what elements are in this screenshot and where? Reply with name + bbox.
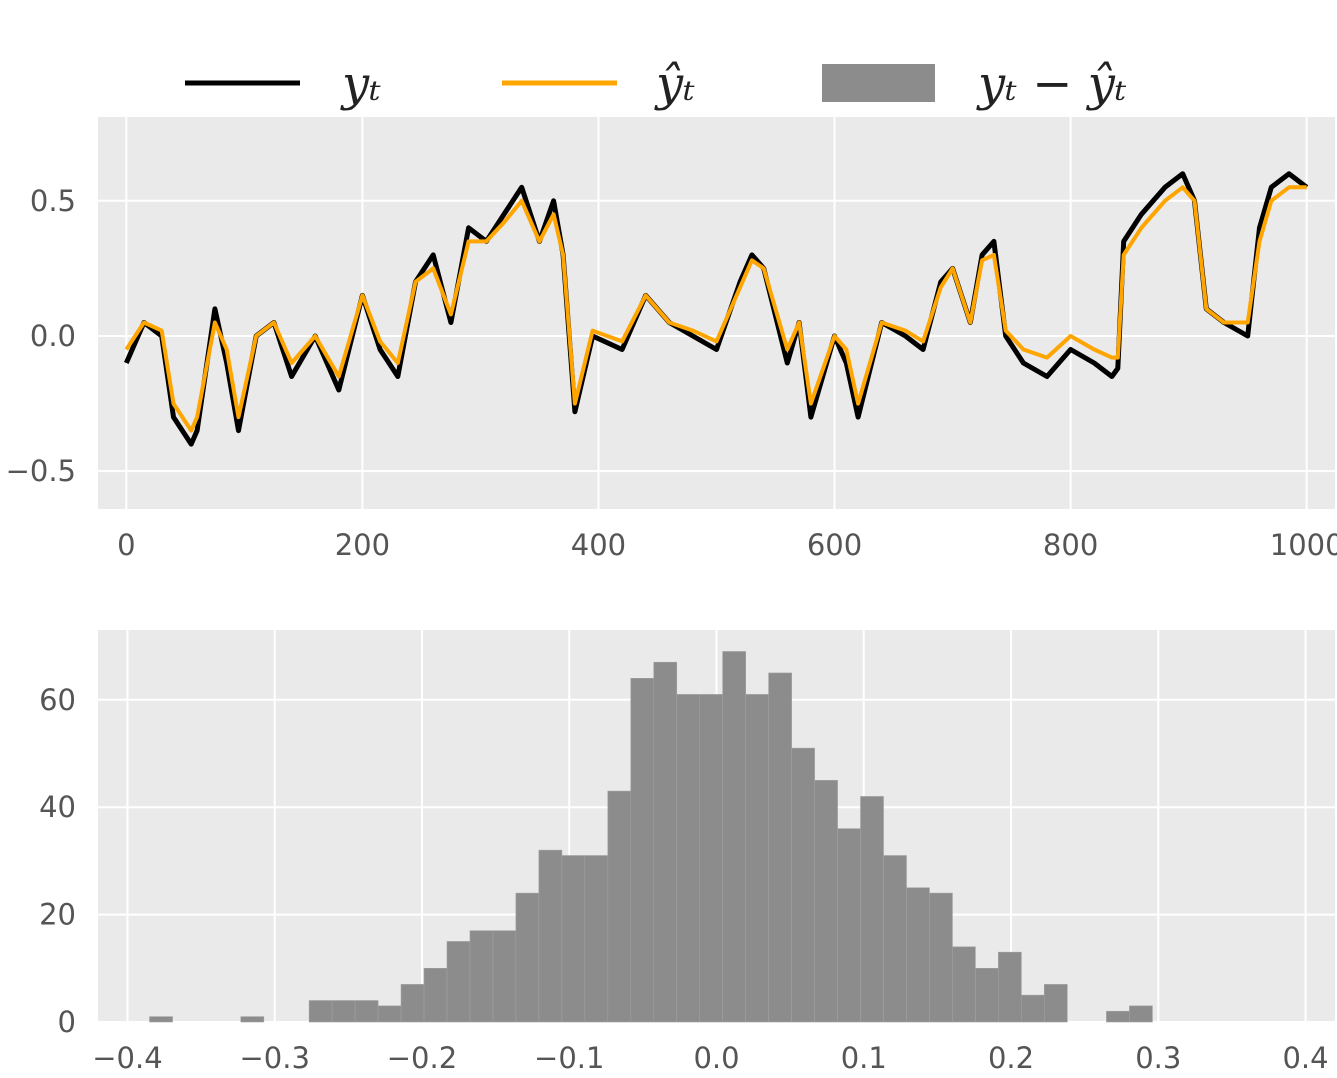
histogram-bar — [929, 892, 953, 1023]
x-tick-label: −0.1 — [534, 1041, 604, 1075]
histogram-y-ticks: 0 20 40 60 — [39, 683, 76, 1039]
x-tick-label: 0.3 — [1135, 1041, 1181, 1075]
x-tick-label: 0 — [117, 528, 135, 562]
histogram-bar — [149, 1016, 173, 1023]
histogram-bar — [561, 855, 586, 1023]
x-tick-label: −0.2 — [387, 1041, 457, 1075]
x-tick-label: 600 — [807, 528, 862, 562]
histogram-bar — [515, 892, 540, 1023]
histogram-bar — [722, 651, 746, 1023]
time-series-y-ticks: −0.5 0.0 0.5 — [6, 184, 76, 488]
x-tick-label: 0.4 — [1282, 1041, 1328, 1075]
x-tick-label: 0.2 — [988, 1041, 1034, 1075]
histogram-bar — [906, 887, 930, 1023]
histogram-bar — [354, 1000, 379, 1023]
histogram-bar — [538, 849, 563, 1023]
x-tick-label: 800 — [1043, 528, 1098, 562]
histogram-bar — [998, 951, 1022, 1023]
histogram-bar — [653, 661, 678, 1023]
histogram-bar — [883, 855, 907, 1023]
histogram-bar — [860, 796, 884, 1023]
legend-label-2: yₜ − ŷₜ — [976, 56, 1127, 112]
histogram-bar — [745, 694, 769, 1023]
y-tick-label: 0 — [58, 1005, 76, 1039]
series-line-1 — [124, 185, 1307, 433]
histogram-bars — [149, 651, 1153, 1023]
histogram-bar — [469, 930, 494, 1023]
histogram-bar — [837, 828, 861, 1023]
y-tick-label: 20 — [39, 898, 76, 932]
y-tick-label: −0.5 — [6, 454, 76, 488]
histogram-bar — [400, 984, 425, 1023]
histogram-bar — [1021, 994, 1045, 1023]
time-series-grid — [98, 117, 1335, 509]
x-tick-label: −0.4 — [92, 1041, 162, 1075]
histogram-bar — [607, 790, 632, 1023]
legend-label-0: yₜ — [340, 56, 381, 112]
histogram-bar — [814, 780, 838, 1023]
x-tick-label: 1000 — [1270, 528, 1337, 562]
histogram-bar — [331, 1000, 356, 1023]
y-tick-label: 60 — [39, 683, 76, 717]
x-tick-label: 0.0 — [693, 1041, 739, 1075]
x-tick-label: −0.3 — [240, 1041, 310, 1075]
legend-label-1: ŷₜ — [654, 56, 695, 112]
y-tick-label: 0.0 — [30, 319, 76, 353]
x-tick-label: 400 — [571, 528, 626, 562]
histogram-x-ticks: −0.4 −0.3 −0.2 −0.1 0.0 0.1 0.2 0.3 0.4 — [92, 1041, 1328, 1075]
histogram-bar — [676, 694, 701, 1023]
time-series-lines — [124, 171, 1309, 447]
y-tick-label: 40 — [39, 790, 76, 824]
histogram-bar — [1106, 1010, 1130, 1023]
legend: yₜ ŷₜ yₜ − ŷₜ — [185, 56, 1127, 112]
time-series-x-ticks: 0 200 400 600 800 1000 — [117, 528, 1337, 562]
y-tick-label: 0.5 — [30, 184, 76, 218]
histogram-bar — [240, 1016, 265, 1023]
histogram-bar — [308, 1000, 333, 1023]
histogram-bar — [377, 1005, 402, 1023]
histogram-bar — [768, 672, 792, 1023]
histogram-bar — [1129, 1005, 1153, 1023]
histogram-bar — [630, 678, 655, 1023]
histogram-bar — [423, 968, 448, 1023]
histogram-bar — [446, 941, 471, 1023]
histogram-bar — [699, 694, 723, 1023]
histogram-bar — [584, 855, 609, 1023]
histogram-bar — [1044, 984, 1068, 1023]
histogram-bar — [952, 946, 976, 1023]
histogram-bar — [975, 968, 999, 1023]
histogram-bar — [492, 930, 517, 1023]
histogram-bar — [791, 747, 815, 1023]
time-series-panel — [98, 117, 1335, 509]
x-tick-label: 0.1 — [841, 1041, 887, 1075]
x-tick-label: 200 — [335, 528, 390, 562]
legend-swatch-2 — [822, 64, 935, 102]
